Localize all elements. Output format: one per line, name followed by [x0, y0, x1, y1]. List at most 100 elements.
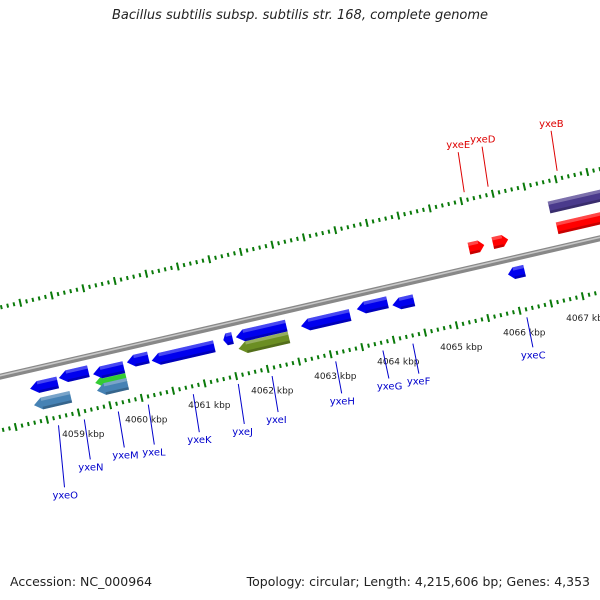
forward-feature-3[interactable] [547, 178, 600, 214]
upper-tick [301, 233, 306, 242]
gene-label-yxeJ[interactable]: yxeJ [232, 427, 253, 438]
reverse-feature-4[interactable] [96, 377, 130, 397]
lower-tick [517, 306, 522, 315]
gene-label-yxeH[interactable]: yxeH [330, 396, 355, 407]
lower-tick [568, 296, 572, 302]
gene-yxeL[interactable] [126, 351, 150, 369]
lower-tick [323, 353, 326, 358]
gene-yxeC[interactable] [507, 264, 526, 281]
upper-tick [497, 190, 501, 195]
lower-tick [411, 333, 415, 338]
gene-yxeI[interactable] [237, 331, 291, 354]
gene-label-yxeD[interactable]: yxeD [470, 135, 496, 146]
gene-label-yxeG[interactable]: yxeG [377, 382, 402, 393]
gene-label-yxeC[interactable]: yxeC [521, 350, 546, 361]
lower-tick [272, 365, 276, 370]
gene-yxeK[interactable] [150, 340, 216, 366]
upper-tick [459, 196, 464, 206]
upper-tick [403, 211, 406, 217]
upper-tick [535, 181, 539, 186]
upper-tick [585, 167, 590, 177]
lower-tick [71, 411, 74, 417]
lower-tick [575, 295, 578, 300]
gene-yxeH[interactable] [300, 309, 352, 332]
lower-tick [454, 321, 459, 330]
position-ruler: 4059 kbp 4060 kbp 4061 kbp 4062 kbp 4063 kbp… [62, 314, 600, 440]
upper-tick [107, 280, 110, 285]
lower-tick [391, 335, 396, 344]
lower-tick [499, 312, 503, 318]
gene-yxeF[interactable] [391, 294, 416, 311]
upper-tick [251, 246, 255, 252]
lower-tick [530, 305, 534, 311]
gene-label-yxeM[interactable]: yxeM [112, 451, 138, 462]
gene-label-yxeI[interactable]: yxeI [266, 415, 287, 426]
upper-tick [201, 258, 205, 263]
lower-tick [184, 385, 188, 390]
gene-label-yxeN[interactable]: yxeN [78, 462, 103, 473]
accession-text: Accession: NC_000964 [10, 574, 153, 589]
lower-tick [404, 334, 408, 340]
genome-backbone-highlight [0, 236, 600, 377]
upper-tick [56, 291, 60, 297]
upper-tick [447, 201, 451, 207]
reverse-feature-5[interactable] [92, 361, 126, 380]
gene-label-yxeK[interactable]: yxeK [187, 435, 212, 446]
reverse-feature-10[interactable] [235, 319, 288, 343]
lower-tick [328, 350, 333, 359]
upper-tick [296, 236, 299, 242]
upper-tick [270, 240, 275, 249]
genome-stats-text: Topology: circular; Length: 4,215,606 bp… [246, 574, 590, 589]
reverse-feature-1[interactable] [29, 376, 60, 395]
upper-tick [0, 304, 3, 310]
upper-tick [560, 175, 564, 181]
upper-tick [522, 182, 527, 191]
gene-yxeN[interactable] [58, 365, 90, 383]
lower-tick [228, 375, 232, 380]
upper-tick [81, 284, 86, 293]
label-leader-yxeI [271, 376, 279, 413]
lower-tick-row [1, 291, 597, 433]
gene-yxeO[interactable] [33, 390, 73, 411]
gene-label-yxeE[interactable]: yxeE [446, 140, 470, 151]
lower-tick [467, 320, 471, 325]
label-leader-yxeJ [237, 383, 245, 424]
upper-tick [220, 254, 224, 259]
label-leader-yxeO [58, 425, 65, 488]
gene-yxeE[interactable] [467, 239, 486, 255]
upper-tick [384, 216, 388, 221]
gene-label-yxeB[interactable]: yxeB [539, 119, 564, 130]
reverse-gene-labels: yxeO yxeN yxeM yxeL yxeK yxeJ yxeI yxeH yxeG yxeF… [53, 317, 546, 501]
lower-tick [1, 427, 5, 433]
gene-yxeJ[interactable] [222, 332, 234, 346]
lower-tick [146, 394, 150, 399]
upper-tick [100, 281, 104, 287]
lower-tick [379, 340, 383, 345]
label-leader-yxeE [457, 152, 465, 193]
ruler-label: 4063 kbp [314, 372, 357, 382]
upper-tick [314, 232, 318, 237]
gene-label-yxeF[interactable]: yxeF [407, 377, 431, 388]
upper-tick [308, 233, 312, 239]
gene-label-yxeL[interactable]: yxeL [142, 448, 166, 459]
upper-tick [503, 188, 507, 194]
upper-tick [371, 219, 375, 224]
lower-tick [285, 362, 289, 367]
gene-label-yxeO[interactable]: yxeO [53, 490, 79, 501]
gene-yxeG[interactable] [355, 296, 389, 315]
reverse-gene-track [29, 264, 526, 411]
upper-tick [573, 172, 577, 178]
lower-tick [241, 372, 244, 377]
lower-tick [26, 421, 30, 427]
lower-tick [152, 392, 156, 398]
upper-tick [258, 245, 262, 250]
lower-tick [139, 393, 144, 403]
lower-tick [83, 408, 87, 414]
upper-tick [434, 204, 438, 210]
gene-yxeD[interactable] [491, 234, 509, 249]
ruler-label: 4061 kbp [188, 401, 231, 411]
lower-tick [341, 349, 345, 354]
ruler-label: 4062 kbp [251, 387, 294, 397]
upper-tick [283, 239, 287, 244]
gene-yxeB[interactable] [555, 199, 600, 235]
